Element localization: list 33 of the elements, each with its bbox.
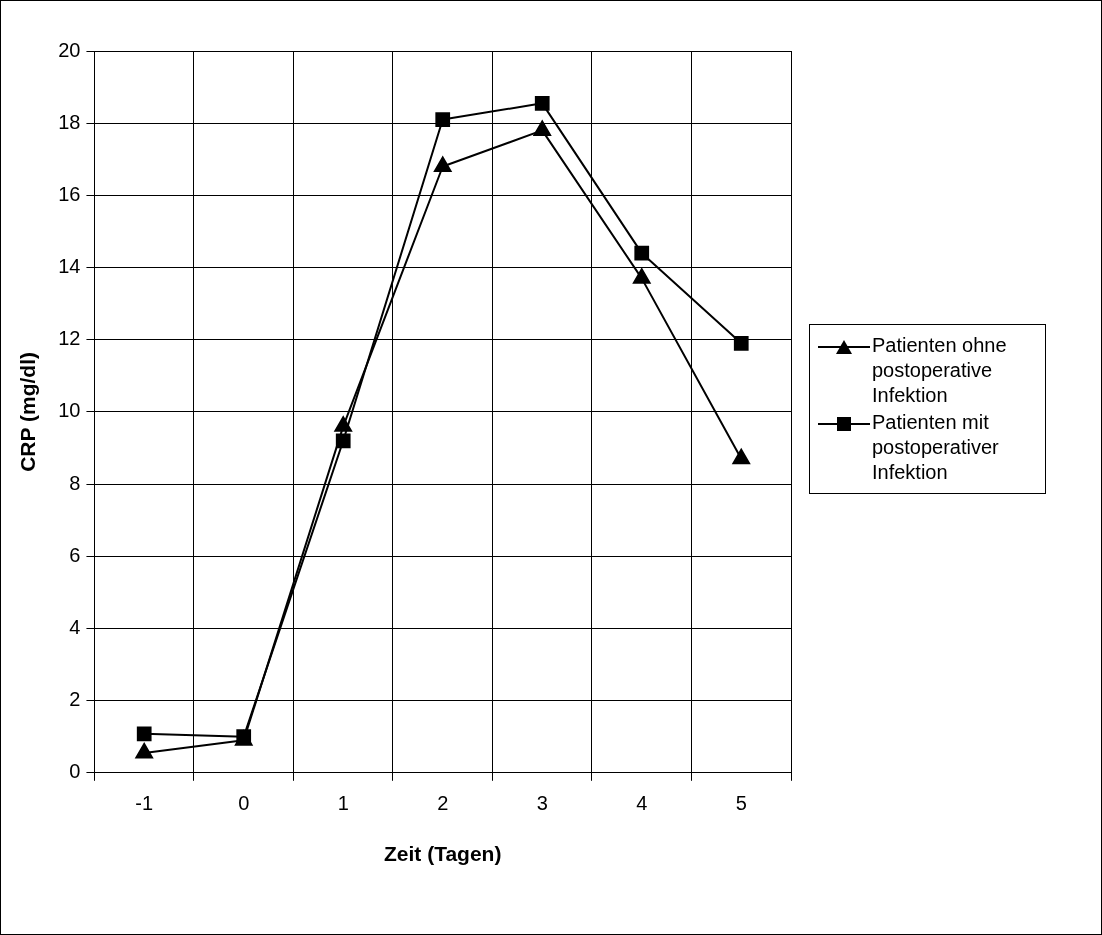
x-tick-label: 5 — [735, 792, 747, 815]
point — [335, 433, 351, 449]
point — [334, 416, 353, 432]
point — [433, 156, 452, 172]
y-tick-label: 10 — [58, 399, 81, 422]
x-tick-label: 0 — [238, 792, 250, 815]
y-tick-label: 14 — [58, 255, 81, 278]
y-tick-label: 0 — [69, 760, 81, 783]
point — [733, 335, 749, 351]
y-tick-label: 18 — [58, 110, 81, 133]
point — [435, 112, 451, 127]
x-tick-label: 4 — [636, 792, 648, 815]
y-tick-label: 6 — [69, 543, 81, 566]
point — [732, 448, 751, 465]
y-tick-label: 20 — [58, 38, 81, 61]
legend-label: Patienten ohne postoperative Infektion — [872, 333, 1008, 408]
point — [534, 95, 550, 111]
x-tick-label: -1 — [135, 792, 154, 815]
point — [634, 245, 650, 261]
point — [533, 120, 552, 136]
x-axis-title: Zeit (Tagen) — [384, 842, 502, 866]
y-tick-label: 16 — [58, 182, 81, 205]
x-tick-label: 1 — [337, 792, 349, 815]
x-tick-label: 3 — [536, 792, 548, 815]
point — [135, 742, 153, 759]
y-tick-label: 8 — [69, 471, 81, 494]
y-tick-label: 12 — [58, 327, 81, 350]
y-tick-label: 2 — [69, 688, 81, 711]
x-tick-label: 2 — [437, 792, 449, 815]
legend-label: Patienten mit postoperativer Infektion — [872, 410, 1000, 485]
y-axis-title: CRP (mg/dl) — [16, 352, 40, 472]
point — [632, 268, 651, 284]
y-tick-label: 4 — [69, 615, 81, 638]
